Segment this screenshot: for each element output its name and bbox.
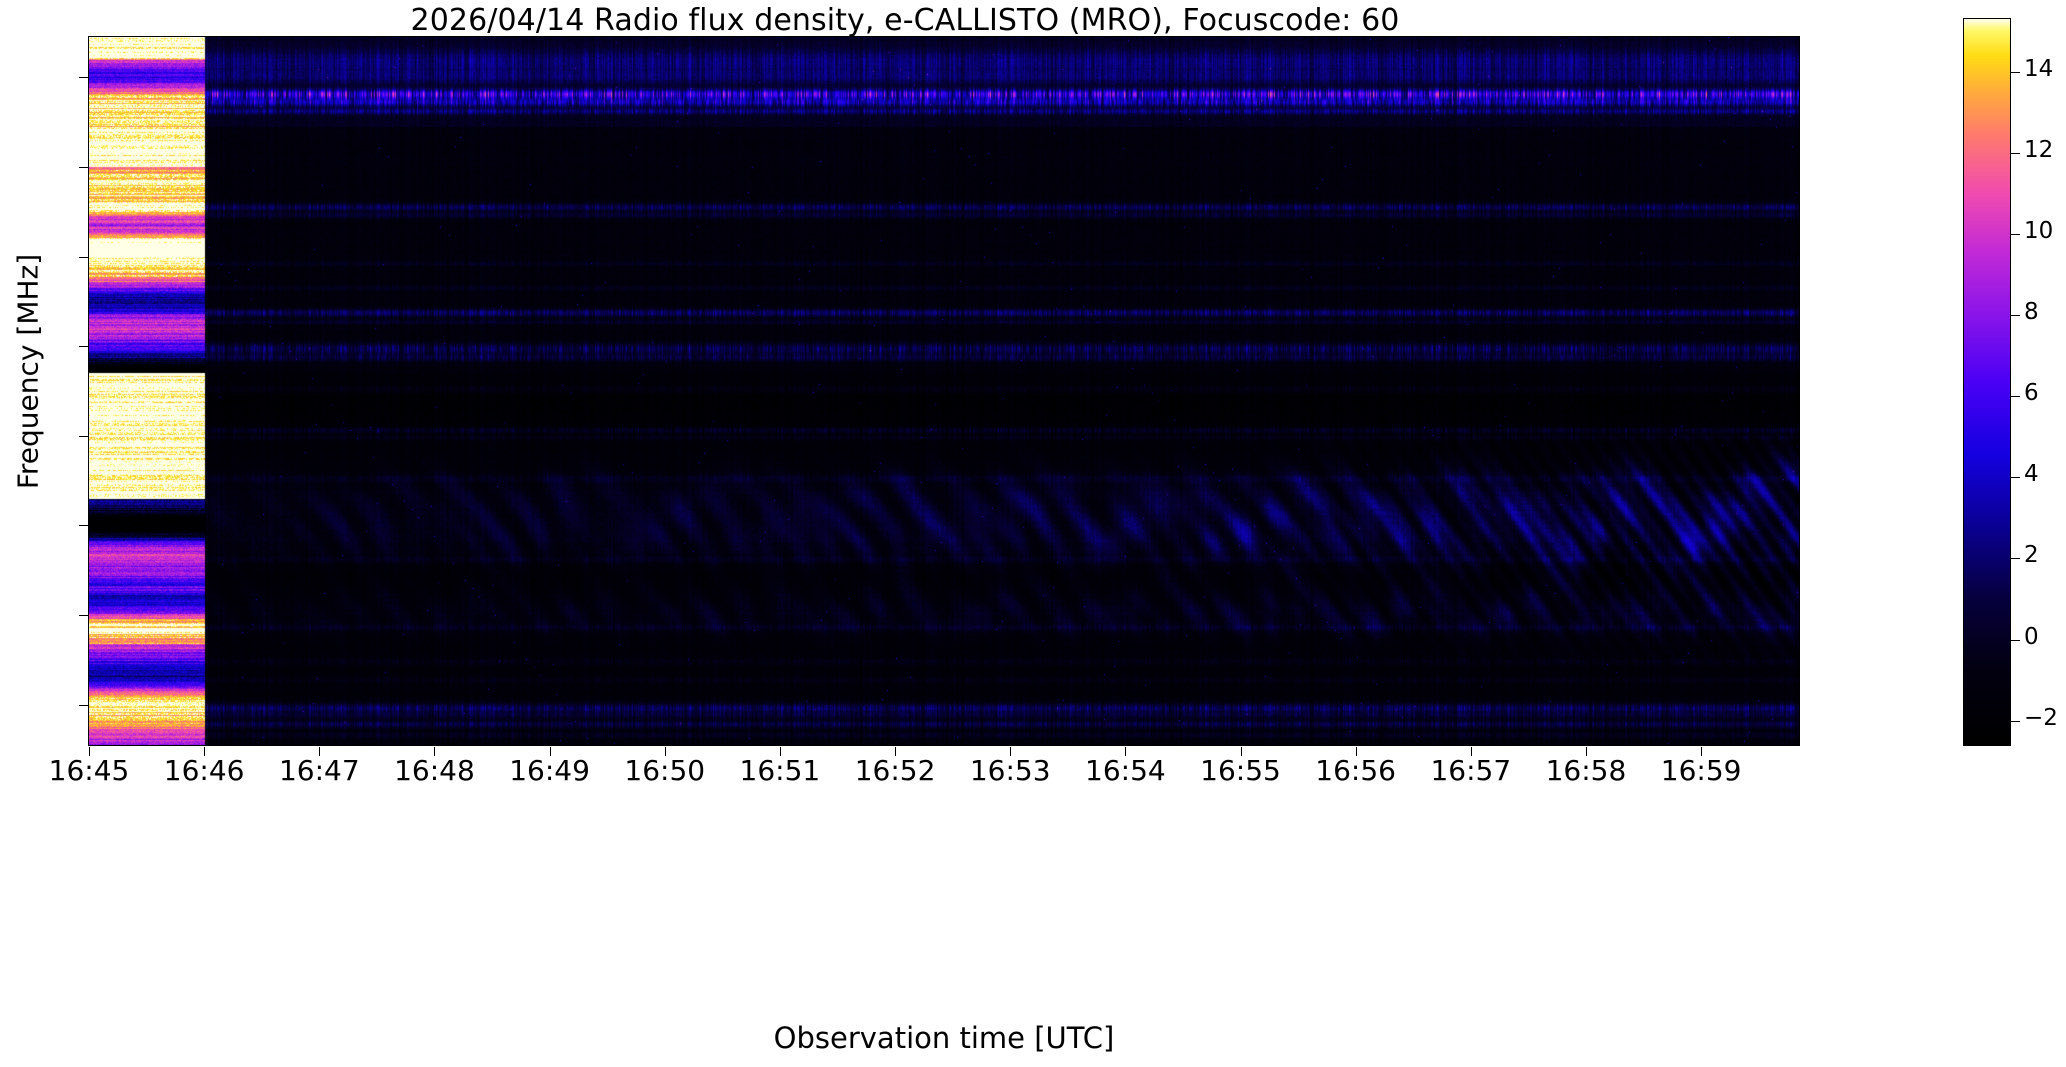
colorbar-tick-mark [2011, 233, 2020, 235]
colorbar-tick-label: 4 [2024, 461, 2039, 488]
y-tick-mark [79, 525, 88, 527]
colorbar-tick-label: 12 [2024, 136, 2054, 163]
colorbar[interactable] [1963, 18, 2011, 746]
x-tick-mark [1585, 747, 1587, 756]
colorbar-tick-mark [2011, 639, 2020, 641]
x-tick-mark [1010, 747, 1012, 756]
colorbar-tick-mark [2011, 152, 2020, 154]
x-tick-mark [1240, 747, 1242, 756]
x-tick-label: 16:48 [394, 754, 475, 787]
x-tick-label: 16:57 [1430, 754, 1512, 787]
colorbar-tick-label: −2 [2024, 704, 2058, 731]
x-tick-label: 16:45 [48, 754, 130, 787]
colorbar-tick-label: 8 [2024, 299, 2039, 326]
spectrogram-plot-area[interactable] [88, 36, 1800, 746]
x-tick-mark [89, 747, 90, 756]
x-tick-label: 16:50 [624, 754, 706, 787]
colorbar-tick-label: 0 [2024, 623, 2039, 650]
colorbar-tick-mark [2011, 720, 2020, 722]
x-tick-mark [779, 747, 781, 756]
x-tick-mark [319, 747, 321, 756]
x-tick-mark [1701, 747, 1703, 756]
x-tick-label: 16:54 [1085, 754, 1166, 787]
x-tick-label: 16:58 [1545, 754, 1627, 787]
page-title: 2026/04/14 Radio flux density, e-CALLIST… [410, 3, 1400, 38]
y-tick-mark [79, 77, 88, 79]
x-tick-label: 16:52 [854, 754, 936, 787]
colorbar-tick-mark [2011, 396, 2020, 398]
colorbar-tick-label: 2 [2024, 542, 2039, 569]
x-tick-label: 16:59 [1660, 754, 1742, 787]
colorbar-tick-mark [2011, 71, 2020, 73]
colorbar-gradient [1964, 19, 2010, 745]
x-tick-mark [549, 747, 551, 756]
y-tick-mark [79, 615, 88, 617]
colorbar-tick-mark [2011, 558, 2020, 560]
x-tick-mark [1125, 747, 1127, 756]
colorbar-tick-label: 6 [2024, 380, 2039, 407]
y-axis-label: Frequency [MHz] [11, 253, 45, 490]
y-tick-mark [79, 346, 88, 348]
y-tick-mark [79, 704, 88, 706]
x-tick-label: 16:55 [1200, 754, 1281, 787]
colorbar-tick-mark [2011, 477, 2020, 479]
x-tick-label: 16:51 [739, 754, 821, 787]
x-tick-mark [1470, 747, 1472, 756]
x-tick-mark [1355, 747, 1357, 756]
colorbar-tick-label: 14 [2024, 55, 2054, 82]
x-axis-label: Observation time [UTC] [773, 1021, 1115, 1055]
x-tick-label: 16:56 [1315, 754, 1396, 787]
x-tick-label: 16:46 [163, 754, 245, 787]
y-tick-mark [79, 256, 88, 258]
x-tick-label: 16:53 [969, 754, 1051, 787]
x-tick-mark [895, 747, 897, 756]
spectrogram-image [89, 37, 1799, 745]
colorbar-tick-mark [2011, 315, 2020, 317]
x-tick-mark [434, 747, 436, 756]
x-tick-label: 16:47 [278, 754, 360, 787]
colorbar-tick-label: 10 [2024, 217, 2054, 244]
y-tick-mark [79, 166, 88, 168]
x-tick-mark [664, 747, 666, 756]
y-tick-mark [79, 435, 88, 437]
x-tick-mark [204, 747, 206, 756]
x-tick-label: 16:49 [509, 754, 590, 787]
